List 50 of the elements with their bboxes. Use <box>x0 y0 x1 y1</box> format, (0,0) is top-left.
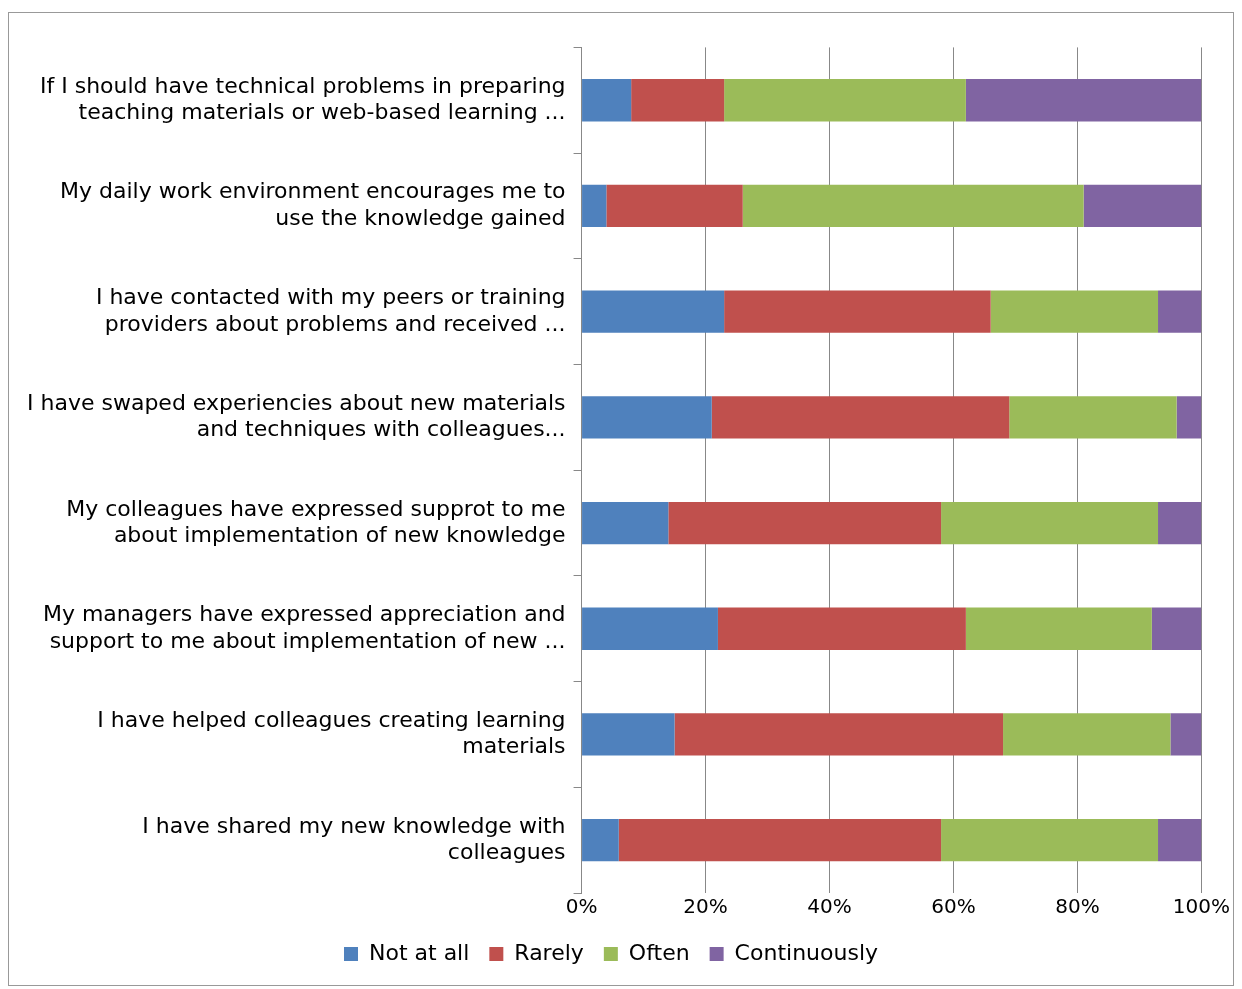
bar <box>582 501 669 545</box>
bar <box>582 184 607 228</box>
legend-label: Rarely <box>514 939 584 965</box>
bar <box>941 819 1159 862</box>
bar <box>582 607 718 650</box>
x-tick-label: 0% <box>565 894 598 919</box>
bar <box>582 79 632 122</box>
x-tick-label: 100% <box>1172 894 1230 919</box>
bar <box>990 290 1159 333</box>
y-tick-label: I have swaped experiencies about new materials and techniques with colleagues... <box>26 389 566 442</box>
y-tick-label: My colleagues have expressed supprot to me about implementation of new knowledge <box>66 495 566 547</box>
y-tick-label: My managers have expressed appreciation and support to me about implementation of new ... <box>42 601 566 653</box>
x-tick-label: 20% <box>683 894 728 919</box>
legend-label: Not at all <box>368 939 470 965</box>
legend-label: Continuously <box>734 939 879 965</box>
y-tick-label: I have shared my new knowledge with colleagues <box>142 812 566 865</box>
bar <box>965 607 1152 650</box>
bar <box>631 79 725 122</box>
bar <box>582 819 619 862</box>
y-tick-label: My daily work environment encourages me to use the knowledge gained <box>60 178 566 230</box>
bar <box>965 79 1202 122</box>
bar <box>674 713 1004 756</box>
x-tick-label: 60% <box>931 894 976 919</box>
bar <box>1176 396 1202 439</box>
bar <box>1083 184 1202 228</box>
x-tick-label: 80% <box>1055 894 1100 919</box>
bar <box>582 290 725 333</box>
bar <box>668 501 942 545</box>
y-tick-label: I have contacted with my peers or training providers about problems and received ... <box>95 284 566 336</box>
bar <box>1151 607 1202 650</box>
bar <box>724 290 991 333</box>
bar <box>1158 501 1202 545</box>
bar <box>618 819 942 862</box>
bar <box>1158 290 1202 333</box>
bar <box>582 396 712 439</box>
legend-label: Often <box>628 939 690 965</box>
bar <box>582 713 675 756</box>
y-tick-label: I have helped colleagues creating learning materials <box>97 706 566 759</box>
bar <box>724 79 966 122</box>
bar <box>1009 396 1177 439</box>
bar <box>606 184 743 228</box>
y-tick-label: If I should have technical problems in preparing teaching materials or web-based learning ... <box>39 72 566 125</box>
bar <box>1003 713 1171 756</box>
bar <box>711 396 1010 439</box>
bar <box>742 184 1084 228</box>
bar <box>717 607 966 650</box>
x-tick-label: 40% <box>807 894 852 919</box>
bar <box>1170 713 1202 756</box>
bar <box>1158 819 1202 862</box>
bar <box>941 501 1159 545</box>
